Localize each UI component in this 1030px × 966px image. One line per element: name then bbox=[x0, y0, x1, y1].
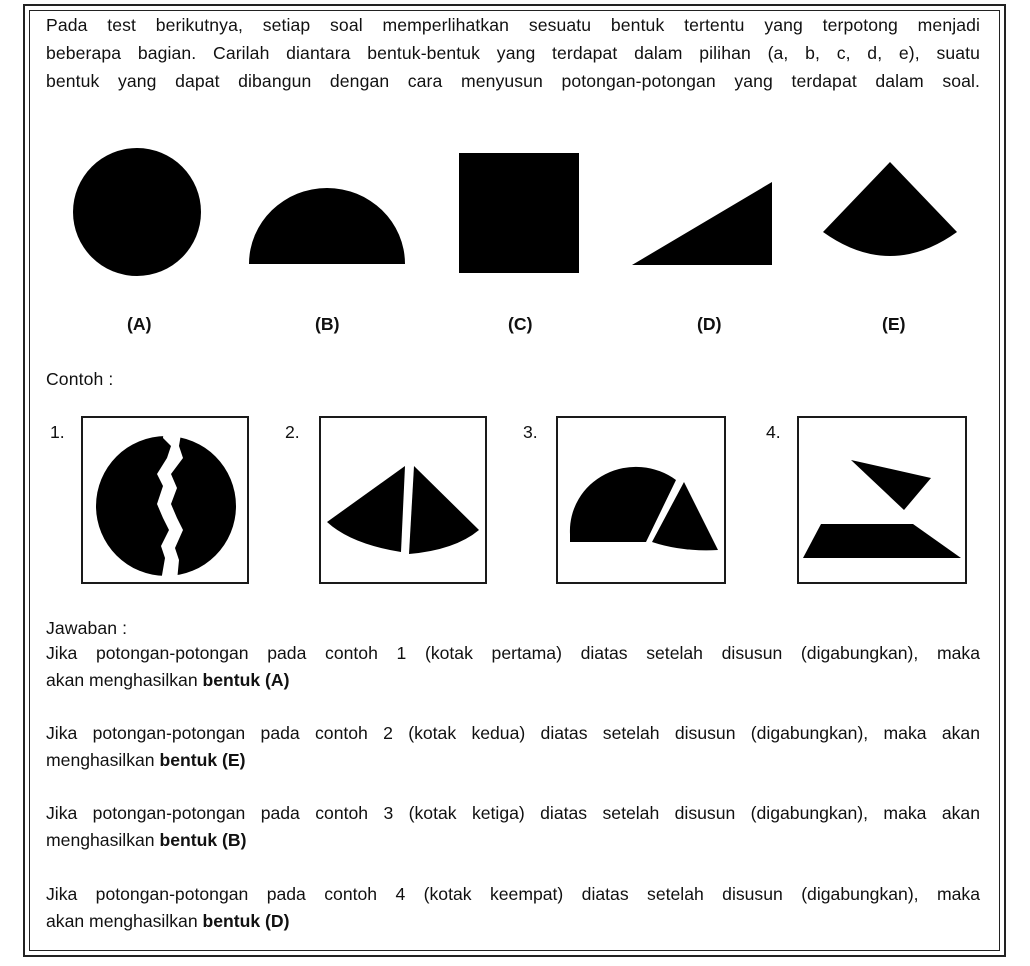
example-box-4 bbox=[797, 416, 967, 584]
answer-result: bentuk (D) bbox=[202, 911, 290, 931]
example-number-2: 2. bbox=[285, 422, 300, 442]
option-label-c: (C) bbox=[508, 314, 533, 334]
right-triangle-icon bbox=[632, 182, 772, 265]
option-label-a: (A) bbox=[127, 314, 152, 334]
example-number-1: 1. bbox=[50, 422, 65, 442]
intro-line: beberapa bagian. Carilah diantara bentuk… bbox=[46, 43, 980, 63]
answer-line: Jika potongan-potongan pada contoh 1 (ko… bbox=[46, 643, 980, 663]
page-frame bbox=[23, 4, 1006, 957]
example-box-2 bbox=[319, 416, 487, 584]
answer-result: bentuk (A) bbox=[202, 670, 290, 690]
answer-heading: Jawaban : bbox=[46, 618, 128, 638]
answer-paragraph-2: Jika potongan-potongan pada contoh 2 (ko… bbox=[46, 720, 980, 774]
intro-line: Pada test berikutnya, setiap soal memper… bbox=[46, 15, 980, 35]
option-label-b: (B) bbox=[315, 314, 340, 334]
option-label-e: (E) bbox=[882, 314, 906, 334]
square-icon bbox=[459, 153, 579, 273]
answer-result: bentuk (B) bbox=[159, 830, 247, 850]
answer-line-prefix: menghasilkan bbox=[46, 830, 160, 850]
answer-line-prefix: akan menghasilkan bbox=[46, 670, 203, 690]
answer-result: bentuk (E) bbox=[159, 750, 246, 770]
circular-sector-icon bbox=[823, 162, 957, 256]
answer-line: Jika potongan-potongan pada contoh 2 (ko… bbox=[46, 723, 980, 743]
example-number-4: 4. bbox=[766, 422, 781, 442]
answer-paragraph-1: Jika potongan-potongan pada contoh 1 (ko… bbox=[46, 640, 980, 694]
split-triangle-icon bbox=[803, 460, 961, 558]
circle-icon bbox=[73, 148, 201, 276]
example-box-3 bbox=[556, 416, 726, 584]
split-semicircle-icon bbox=[569, 466, 718, 551]
page-frame-inner bbox=[29, 10, 1000, 951]
option-label-d: (D) bbox=[697, 314, 722, 334]
answer-line: Jika potongan-potongan pada contoh 4 (ko… bbox=[46, 884, 980, 904]
answer-paragraph-4: Jika potongan-potongan pada contoh 4 (ko… bbox=[46, 881, 980, 935]
answer-line-prefix: akan menghasilkan bbox=[46, 911, 203, 931]
example-number-3: 3. bbox=[523, 422, 538, 442]
split-sector-icon bbox=[327, 466, 479, 554]
intro-line: bentuk yang dapat dibangun dengan cara m… bbox=[46, 71, 980, 91]
example-heading: Contoh : bbox=[46, 369, 114, 389]
answer-line: Jika potongan-potongan pada contoh 3 (ko… bbox=[46, 803, 980, 823]
example-box-1 bbox=[81, 416, 249, 584]
intro-paragraph: Pada test berikutnya, setiap soal memper… bbox=[46, 11, 980, 95]
answer-line-prefix: menghasilkan bbox=[46, 750, 160, 770]
answer-paragraph-3: Jika potongan-potongan pada contoh 3 (ko… bbox=[46, 800, 980, 854]
split-circle-icon bbox=[96, 436, 236, 576]
semicircle-icon bbox=[249, 188, 405, 264]
